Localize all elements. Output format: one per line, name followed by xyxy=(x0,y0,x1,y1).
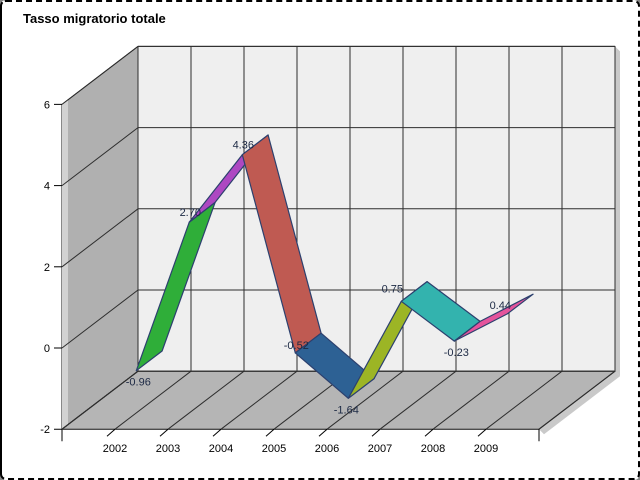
value-label: -0.52 xyxy=(284,340,309,352)
floor-gridline xyxy=(485,370,563,430)
floor-gridline xyxy=(432,370,510,430)
floor-gridline xyxy=(167,370,245,430)
value-label: 4.36 xyxy=(233,140,254,152)
x-axis-tick xyxy=(371,428,381,437)
floor-gridline xyxy=(220,370,298,430)
floor-gridline xyxy=(326,370,404,430)
y-axis-label: -2 xyxy=(40,424,50,436)
x-axis-tick xyxy=(424,428,434,437)
floor-gridline xyxy=(61,370,139,430)
x-axis-tick xyxy=(477,428,487,437)
y-axis-label: 2 xyxy=(44,262,50,274)
x-axis-label: 2006 xyxy=(315,443,339,455)
y-axis-label: 6 xyxy=(44,99,50,111)
x-axis-label: 2009 xyxy=(474,443,498,455)
side-wall-gridline xyxy=(61,127,139,186)
floor-gridline xyxy=(379,370,457,430)
value-label: -0.96 xyxy=(126,377,151,389)
y-axis-label: 0 xyxy=(44,343,50,355)
value-label: 0.44 xyxy=(490,300,511,312)
value-label: -0.23 xyxy=(444,347,469,359)
x-axis-label: 2003 xyxy=(156,443,180,455)
value-label: 2.70 xyxy=(180,207,201,219)
x-axis-label: 2005 xyxy=(262,443,286,455)
floor-gridline xyxy=(538,370,616,430)
side-wall-gridline xyxy=(61,208,139,268)
x-axis-label: 2007 xyxy=(368,443,392,455)
y-axis-label: 4 xyxy=(44,181,50,193)
side-wall-gridline xyxy=(61,289,139,349)
floor-shadow xyxy=(539,371,620,435)
x-axis-tick xyxy=(159,428,169,437)
ribbon-segment-2008-2009 xyxy=(453,293,534,342)
x-axis-tick xyxy=(106,428,116,437)
x-axis-label: 2004 xyxy=(209,443,233,455)
chart-title: Tasso migratorio totale xyxy=(23,11,166,26)
backwall-shadow xyxy=(615,46,620,377)
side-wall-gridline xyxy=(61,46,139,105)
x-axis-label: 2002 xyxy=(103,443,127,455)
floor-gridline xyxy=(114,370,192,430)
value-label: 0.75 xyxy=(382,283,403,295)
x-axis-label: 2008 xyxy=(421,443,445,455)
x-axis-tick xyxy=(318,428,328,437)
x-axis-tick xyxy=(212,428,222,437)
x-axis-tick xyxy=(265,428,275,437)
value-label: -1.64 xyxy=(334,404,359,416)
